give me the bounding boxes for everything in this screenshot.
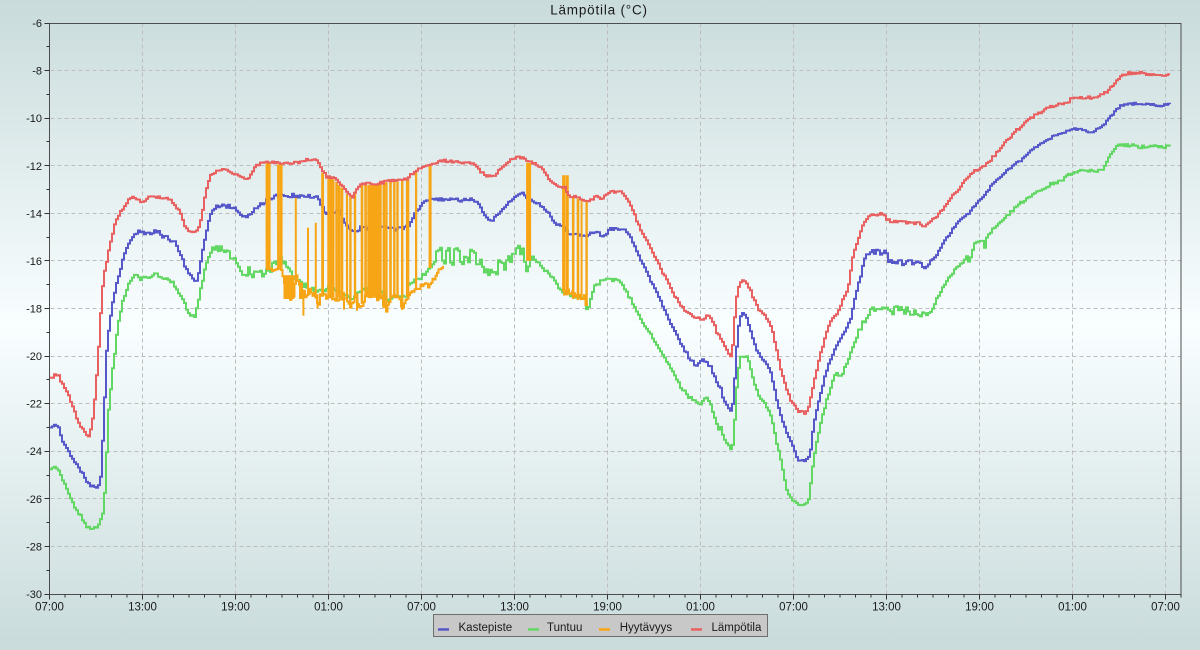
svg-text:19:00: 19:00: [965, 602, 994, 614]
svg-text:-16: -16: [26, 256, 42, 268]
svg-text:-30: -30: [26, 589, 42, 601]
svg-text:Lämpötila (°C): Lämpötila (°C): [550, 3, 648, 18]
svg-text:-24: -24: [26, 446, 42, 458]
svg-text:07:00: 07:00: [779, 602, 808, 614]
svg-text:-10: -10: [26, 113, 42, 125]
svg-text:01:00: 01:00: [686, 602, 715, 614]
svg-text:-26: -26: [26, 494, 42, 506]
svg-text:Hyytävyys: Hyytävyys: [620, 622, 673, 634]
svg-text:-22: -22: [26, 399, 42, 411]
svg-text:-18: -18: [26, 304, 42, 316]
svg-text:13:00: 13:00: [872, 602, 901, 614]
svg-text:07:00: 07:00: [1151, 602, 1180, 614]
svg-text:-8: -8: [32, 66, 42, 78]
svg-text:-14: -14: [26, 208, 42, 220]
svg-text:19:00: 19:00: [221, 602, 250, 614]
svg-text:07:00: 07:00: [407, 602, 436, 614]
svg-text:07:00: 07:00: [35, 602, 64, 614]
svg-text:Tuntuu: Tuntuu: [547, 622, 582, 634]
svg-text:Lämpötila: Lämpötila: [712, 622, 762, 634]
svg-text:19:00: 19:00: [593, 602, 622, 614]
svg-text:Kastepiste: Kastepiste: [459, 622, 513, 634]
svg-text:01:00: 01:00: [1058, 602, 1087, 614]
svg-text:13:00: 13:00: [500, 602, 529, 614]
svg-text:13:00: 13:00: [128, 602, 157, 614]
svg-text:-28: -28: [26, 541, 42, 553]
svg-text:-6: -6: [32, 18, 42, 30]
svg-text:01:00: 01:00: [314, 602, 343, 614]
svg-text:-12: -12: [26, 161, 42, 173]
svg-text:-20: -20: [26, 351, 42, 363]
